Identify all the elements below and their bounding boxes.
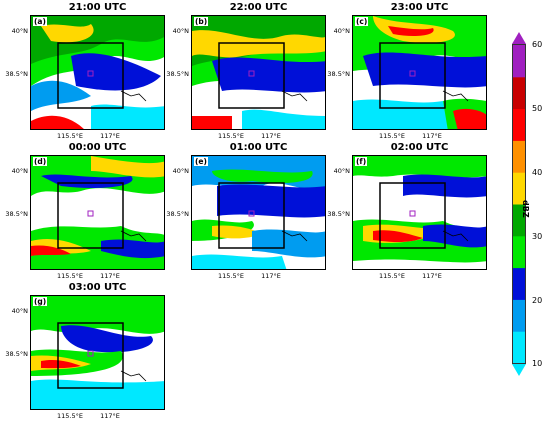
panel-title: 02:00 UTC <box>390 142 449 153</box>
y-tick-label: 40°N <box>333 27 350 35</box>
colorbar-swatch <box>513 331 525 364</box>
colorbar-tick-label: 20 <box>532 296 543 305</box>
panel-tag: (b) <box>194 17 209 26</box>
colorbar-label: dBZ <box>521 200 530 218</box>
panel-title: 22:00 UTC <box>229 2 288 13</box>
colorbar-swatch <box>513 108 525 141</box>
x-tick-label: 115.5°E <box>379 272 405 280</box>
colorbar-top-arrow <box>512 32 526 44</box>
x-tick-label: 117°E <box>261 132 281 140</box>
y-tick-label: 40°N <box>172 167 189 175</box>
y-tick-label: 40°N <box>11 27 28 35</box>
radar-map: (d) <box>30 155 165 270</box>
colorbar-tick-label: 60 <box>532 40 543 49</box>
y-tick-label: 38.5°N <box>327 210 350 218</box>
colorbar <box>512 44 526 364</box>
x-tick-label: 117°E <box>261 272 281 280</box>
panel-title: 01:00 UTC <box>229 142 288 153</box>
colorbar-swatch <box>513 76 525 110</box>
y-tick-label: 40°N <box>11 307 28 315</box>
x-tick-label: 115.5°E <box>57 132 83 140</box>
y-tick-label: 40°N <box>172 27 189 35</box>
panel-title: 21:00 UTC <box>68 2 127 13</box>
x-tick-label: 115.5°E <box>218 272 244 280</box>
panel-title: 00:00 UTC <box>68 142 127 153</box>
y-tick-label: 38.5°N <box>166 210 189 218</box>
radar-field <box>353 156 486 269</box>
x-tick-label: 117°E <box>100 272 120 280</box>
y-tick-label: 38.5°N <box>5 350 28 358</box>
radar-map: (f) <box>352 155 487 270</box>
radar-map: (g) <box>30 295 165 410</box>
x-tick-label: 115.5°E <box>57 272 83 280</box>
colorbar-swatch <box>513 140 525 173</box>
radar-field <box>31 16 164 129</box>
panel-tag: (d) <box>33 157 48 166</box>
x-tick-label: 117°E <box>100 132 120 140</box>
y-tick-label: 38.5°N <box>166 70 189 78</box>
radar-map: (c) <box>352 15 487 130</box>
y-tick-label: 40°N <box>11 167 28 175</box>
panel-tag: (f) <box>355 157 368 166</box>
radar-field <box>192 156 325 269</box>
x-tick-label: 115.5°E <box>218 132 244 140</box>
y-tick-label: 38.5°N <box>327 70 350 78</box>
colorbar-swatches <box>513 45 525 364</box>
x-tick-label: 115.5°E <box>379 132 405 140</box>
x-tick-label: 115.5°E <box>57 412 83 420</box>
panel-tag: (c) <box>355 17 369 26</box>
y-tick-label: 38.5°N <box>5 210 28 218</box>
colorbar-swatch <box>513 267 525 300</box>
radar-field <box>192 16 325 129</box>
colorbar-tick-label: 50 <box>532 104 543 113</box>
radar-field <box>31 156 164 269</box>
panel-tag: (g) <box>33 297 48 306</box>
panel-tag: (a) <box>33 17 47 26</box>
x-tick-label: 117°E <box>422 272 442 280</box>
colorbar-bottom-arrow <box>512 364 526 376</box>
colorbar-tick-label: 40 <box>532 168 543 177</box>
radar-map: (b) <box>191 15 326 130</box>
colorbar-tick-label: 30 <box>532 232 543 241</box>
colorbar-swatch <box>513 172 525 205</box>
x-tick-label: 117°E <box>100 412 120 420</box>
radar-field <box>31 296 164 409</box>
colorbar-swatch <box>513 45 525 78</box>
radar-field <box>353 16 486 129</box>
colorbar-tick-label: 10 <box>532 359 543 368</box>
panel-title: 23:00 UTC <box>390 2 449 13</box>
y-tick-label: 38.5°N <box>5 70 28 78</box>
y-tick-label: 40°N <box>333 167 350 175</box>
radar-map: (a) <box>30 15 165 130</box>
panel-title: 03:00 UTC <box>68 282 127 293</box>
panel-tag: (e) <box>194 157 208 166</box>
colorbar-swatch <box>513 204 525 237</box>
x-tick-label: 117°E <box>422 132 442 140</box>
radar-map: (e) <box>191 155 326 270</box>
colorbar-swatch <box>513 235 525 269</box>
colorbar-swatch <box>513 299 525 332</box>
